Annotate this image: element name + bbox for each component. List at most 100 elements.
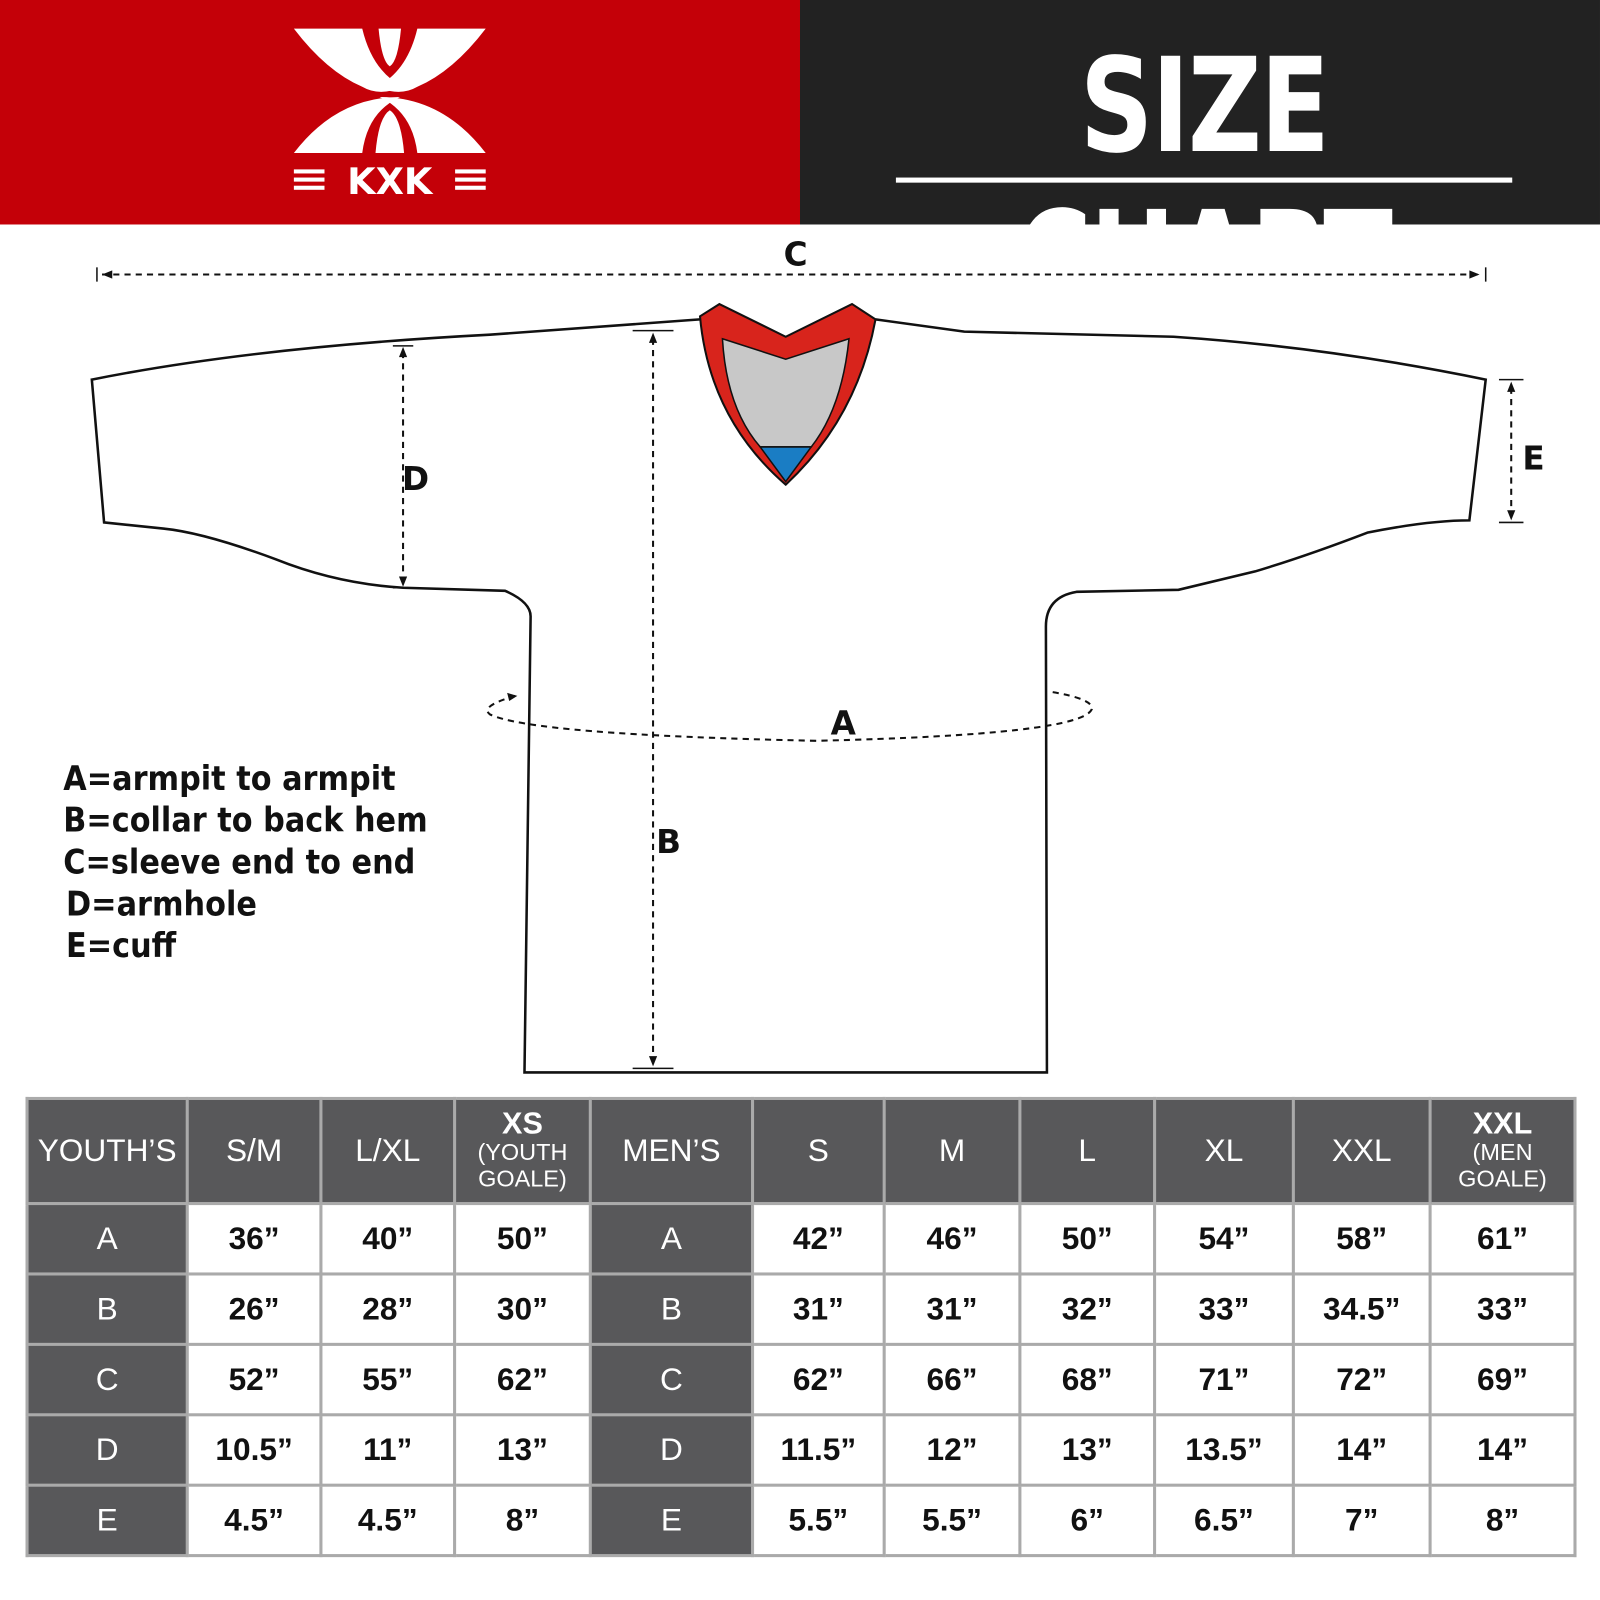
youth-value: 28” (319, 1272, 457, 1346)
youth-value: 36” (185, 1202, 323, 1276)
youth-value: 11” (319, 1413, 457, 1487)
youth-value: 4.5” (319, 1483, 457, 1558)
men-value: 6” (1018, 1483, 1157, 1558)
youth-header: YOUTH’S (25, 1096, 189, 1206)
size-sublabel: GOALE) (478, 1165, 567, 1192)
youth-value: 62” (453, 1342, 592, 1417)
title-underline (895, 177, 1513, 183)
row-label: C (588, 1342, 755, 1417)
logo-banner: KXK (0, 0, 800, 225)
men-value: 42” (751, 1202, 886, 1276)
label-e: E (1522, 438, 1545, 478)
measure-a-ellipse (486, 690, 1093, 742)
men-value: 14” (1291, 1413, 1432, 1487)
kxk-logo: KXK (293, 28, 486, 203)
men-value: 11.5” (751, 1413, 886, 1487)
page-title: SIZE CHART (1016, 30, 1393, 336)
men-value: 12” (882, 1413, 1022, 1487)
men-value: 13” (1018, 1413, 1157, 1487)
men-value: 8” (1428, 1483, 1577, 1558)
men-value: 31” (882, 1272, 1022, 1346)
men-value: 46” (882, 1202, 1022, 1276)
measurement-legend: A=armpit to armpit B=collar to back hem … (63, 757, 427, 966)
row-label: E (588, 1483, 755, 1558)
men-value: 14” (1428, 1413, 1577, 1487)
table-header-row: YOUTH’S S/M L/XL XS (YOUTH GOALE) MEN’S S M L XL XX… (25, 1096, 1577, 1206)
youth-size-header: XS (YOUTH GOALE) (453, 1096, 592, 1206)
legend-item: A=armpit to armpit (63, 758, 396, 798)
jersey-diagram (90, 267, 1524, 1074)
men-size-header: L (1018, 1096, 1157, 1206)
size-sublabel: (MEN (1472, 1138, 1533, 1166)
size-sublabel: GOALE) (1458, 1165, 1547, 1192)
men-value: 6.5” (1153, 1483, 1295, 1558)
table-row: A 36” 40” 50” A 42” 46” 50” 54” 58” 61” (25, 1202, 1577, 1276)
youth-size-header: L/XL (319, 1096, 457, 1206)
row-label: E (25, 1483, 189, 1558)
label-b: B (656, 822, 682, 862)
men-value: 61” (1428, 1202, 1577, 1276)
size-sublabel: (YOUTH (477, 1138, 568, 1166)
youth-value: 52” (185, 1342, 323, 1417)
legend-item: D=armhole (66, 883, 257, 924)
row-label: D (25, 1413, 189, 1487)
men-size-header: XL (1153, 1096, 1295, 1206)
men-value: 66” (882, 1342, 1022, 1417)
size-label: XXL (1472, 1107, 1533, 1141)
label-a: A (830, 704, 856, 743)
men-value: 5.5” (882, 1483, 1022, 1558)
title-banner (799, 0, 1600, 225)
men-value: 69” (1428, 1342, 1577, 1417)
size-table: YOUTH’S S/M L/XL XS (YOUTH GOALE) MEN’S S M L XL XX… (25, 1096, 1577, 1558)
men-value: 33” (1428, 1272, 1577, 1346)
youth-size-header: S/M (185, 1096, 323, 1206)
logo-text: KXK (347, 160, 434, 203)
legend-item: E=cuff (66, 925, 177, 966)
men-value: 31” (751, 1272, 886, 1346)
label-c: C (783, 234, 808, 274)
men-value: 72” (1291, 1342, 1432, 1417)
table-row: E 4.5” 4.5” 8” E 5.5” 5.5” 6” 6.5” 7” 8” (25, 1483, 1577, 1558)
youth-value: 30” (453, 1272, 592, 1346)
size-label: XS (502, 1107, 543, 1141)
youth-value: 26” (185, 1272, 323, 1346)
table-row: D 10.5” 11” 13” D 11.5” 12” 13” 13.5” 14” 14” (25, 1413, 1577, 1487)
men-size-header: XXL (1291, 1096, 1432, 1206)
row-label: C (25, 1342, 189, 1417)
table-row: C 52” 55” 62” C 62” 66” 68” 71” 72” 69” (25, 1342, 1577, 1417)
men-value: 5.5” (751, 1483, 886, 1558)
men-value: 68” (1018, 1342, 1157, 1417)
row-label: A (25, 1202, 189, 1276)
collar (698, 302, 877, 487)
men-value: 71” (1153, 1342, 1295, 1417)
men-size-header: XXL (MEN GOALE) (1428, 1096, 1577, 1206)
table-row: B 26” 28” 30” B 31” 31” 32” 33” 34.5” 33” (25, 1272, 1577, 1346)
label-d: D (402, 459, 430, 498)
men-value: 54” (1153, 1202, 1295, 1276)
youth-value: 55” (319, 1342, 457, 1417)
men-value: 50” (1018, 1202, 1157, 1276)
men-header: MEN’S (588, 1096, 755, 1206)
men-value: 13.5” (1153, 1413, 1295, 1487)
men-value: 62” (751, 1342, 886, 1417)
row-label: B (588, 1272, 755, 1346)
jersey-outline (90, 318, 1488, 1074)
men-value: 32” (1018, 1272, 1157, 1346)
men-value: 58” (1291, 1202, 1432, 1276)
legend-item: B=collar to back hem (63, 799, 428, 840)
legend-item: C=sleeve end to end (63, 841, 416, 882)
youth-value: 50” (453, 1202, 592, 1276)
row-label: A (588, 1202, 755, 1276)
youth-value: 8” (453, 1483, 592, 1558)
men-value: 33” (1153, 1272, 1295, 1346)
youth-value: 10.5” (185, 1413, 323, 1487)
youth-value: 40” (319, 1202, 457, 1276)
men-size-header: M (882, 1096, 1022, 1206)
row-label: D (588, 1413, 755, 1487)
men-value: 34.5” (1291, 1272, 1432, 1346)
men-value: 7” (1291, 1483, 1432, 1558)
youth-value: 4.5” (185, 1483, 323, 1558)
youth-value: 13” (453, 1413, 592, 1487)
men-size-header: S (751, 1096, 886, 1206)
